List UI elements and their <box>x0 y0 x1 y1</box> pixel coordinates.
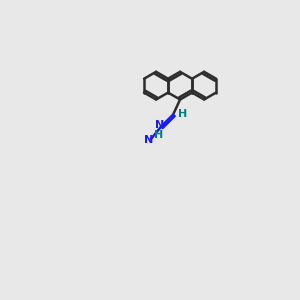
Text: N: N <box>155 120 165 130</box>
Text: H: H <box>154 130 164 140</box>
Text: N: N <box>144 135 153 146</box>
Text: H: H <box>178 109 188 119</box>
